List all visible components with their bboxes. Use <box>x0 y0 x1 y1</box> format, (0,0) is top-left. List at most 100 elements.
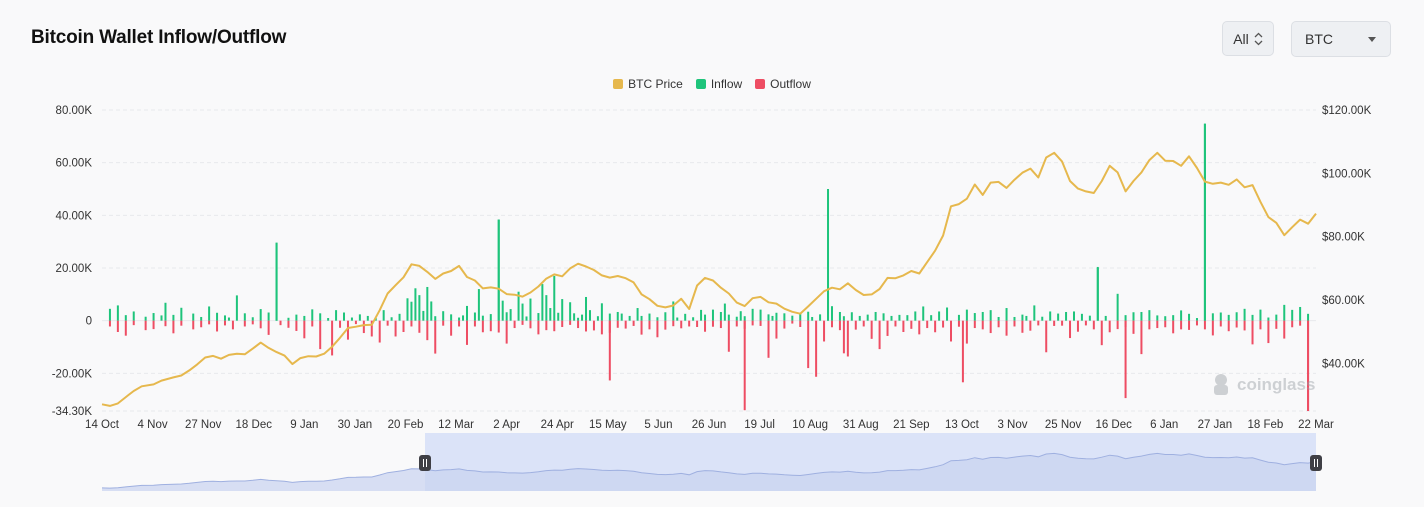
inflow-bar <box>1033 305 1036 321</box>
outflow-bar <box>735 320 738 327</box>
legend-item-btc-price[interactable]: BTC Price <box>613 77 683 91</box>
inflow-bar <box>1080 313 1083 321</box>
outflow-bar <box>688 320 691 327</box>
inflow-bar <box>164 302 167 321</box>
inflow-bar <box>906 315 909 321</box>
inflow-bar <box>1172 315 1175 321</box>
inflow-bar <box>664 312 667 321</box>
inflow-bar <box>842 316 845 321</box>
inflow-bar <box>235 295 238 321</box>
inflow-bar <box>1251 314 1254 321</box>
inflow-bar <box>398 313 401 321</box>
inflow-bar <box>1041 316 1044 321</box>
outflow-bar <box>1156 320 1159 329</box>
outflow-peak-bar <box>608 320 611 381</box>
outflow-bar <box>124 320 127 336</box>
inflow-bar <box>1307 313 1310 321</box>
navigator-left-handle[interactable] <box>419 455 431 471</box>
outflow-bar <box>711 320 714 327</box>
inflow-bar <box>390 317 393 321</box>
inflow-bar <box>850 312 853 321</box>
outflow-bar <box>1132 320 1135 334</box>
inflow-bar <box>430 301 433 321</box>
outflow-bar <box>346 320 349 340</box>
x-axis-tick: 15 May <box>589 419 627 431</box>
coin-select[interactable]: BTC <box>1291 21 1391 57</box>
inflow-bar <box>1180 310 1183 321</box>
inflow-bar <box>1148 310 1151 321</box>
x-axis-tick: 2 Apr <box>493 419 520 431</box>
outflow-bar <box>545 320 548 331</box>
outflow-bar <box>569 320 572 325</box>
outflow-bar <box>251 320 254 325</box>
inflow-bar <box>1013 316 1016 321</box>
flow-bars <box>108 123 1310 411</box>
outflow-bar <box>656 320 659 338</box>
inflow-bar <box>965 309 968 321</box>
inflow-bar <box>561 299 564 321</box>
inflow-bar <box>549 308 552 321</box>
outflow-bar <box>259 320 262 329</box>
outflow-bar <box>481 320 484 333</box>
outflow-bar <box>402 320 405 332</box>
x-axis-tick: 26 Jun <box>692 419 727 431</box>
inflow-bar <box>1243 308 1246 321</box>
inflow-peak-bar <box>1203 123 1206 321</box>
inflow-bar <box>200 316 203 321</box>
outflow-bar <box>1005 320 1008 336</box>
x-axis-tick: 20 Feb <box>388 419 424 431</box>
inflow-bar <box>442 311 445 321</box>
outflow-peak-bar <box>1124 320 1127 399</box>
inflow-bar <box>1065 311 1068 321</box>
outflow-bar <box>727 320 730 352</box>
inflow-bar <box>1124 315 1127 321</box>
right-axis-tick: $40.00K <box>1322 358 1365 370</box>
inflow-bar <box>1259 309 1262 321</box>
inflow-bar <box>684 313 687 321</box>
inflow-bar <box>458 317 461 321</box>
outflow-bar <box>1021 320 1024 333</box>
inflow-bar <box>882 313 885 321</box>
inflow-bar <box>938 311 941 321</box>
x-axis-tick: 27 Jan <box>1198 419 1233 431</box>
outflow-bar <box>1283 320 1286 339</box>
inflow-bar <box>1156 315 1159 321</box>
coinglass-watermark: coinglass <box>1214 374 1315 395</box>
inflow-bar <box>501 300 504 321</box>
outflow-bar <box>799 320 802 327</box>
outflow-bar <box>854 320 857 330</box>
inflow-bar <box>989 310 992 321</box>
left-axis-tick: 60.00K <box>56 158 93 170</box>
x-axis-tick: 21 Sep <box>893 419 929 431</box>
legend-item-outflow[interactable]: Outflow <box>755 77 811 91</box>
inflow-bar <box>811 316 814 321</box>
navigator-right-handle[interactable] <box>1310 455 1322 471</box>
inflow-bar <box>981 311 984 321</box>
outflow-bar <box>616 320 619 328</box>
inflow-bar <box>251 317 254 321</box>
x-axis-tick: 16 Dec <box>1095 419 1132 431</box>
right-axis-tick: $120.00K <box>1322 105 1372 117</box>
inflow-bar <box>596 316 599 321</box>
outflow-bar <box>331 320 334 356</box>
inflow-bar <box>640 315 643 321</box>
outflow-bar <box>910 320 913 329</box>
inflow-bar <box>418 295 421 321</box>
outflow-bar <box>1235 320 1238 328</box>
inflow-bar <box>1005 308 1008 321</box>
outflow-bar <box>370 320 373 337</box>
legend-item-inflow[interactable]: Inflow <box>695 77 742 91</box>
navigator-line <box>101 452 1317 489</box>
inflow-bar <box>930 315 933 321</box>
range-navigator[interactable] <box>101 433 1322 491</box>
outflow-bar <box>1053 320 1056 326</box>
outflow-bar <box>152 320 155 330</box>
x-axis-tick: 22 Mar <box>1298 419 1334 431</box>
inflow-bar <box>382 310 385 321</box>
outflow-bar <box>600 320 603 335</box>
inflow-bar <box>743 316 746 321</box>
inflow-bar <box>771 315 774 321</box>
time-range-select[interactable]: All <box>1222 21 1274 56</box>
inflow-bar <box>616 311 619 321</box>
outflow-bar <box>497 320 500 333</box>
